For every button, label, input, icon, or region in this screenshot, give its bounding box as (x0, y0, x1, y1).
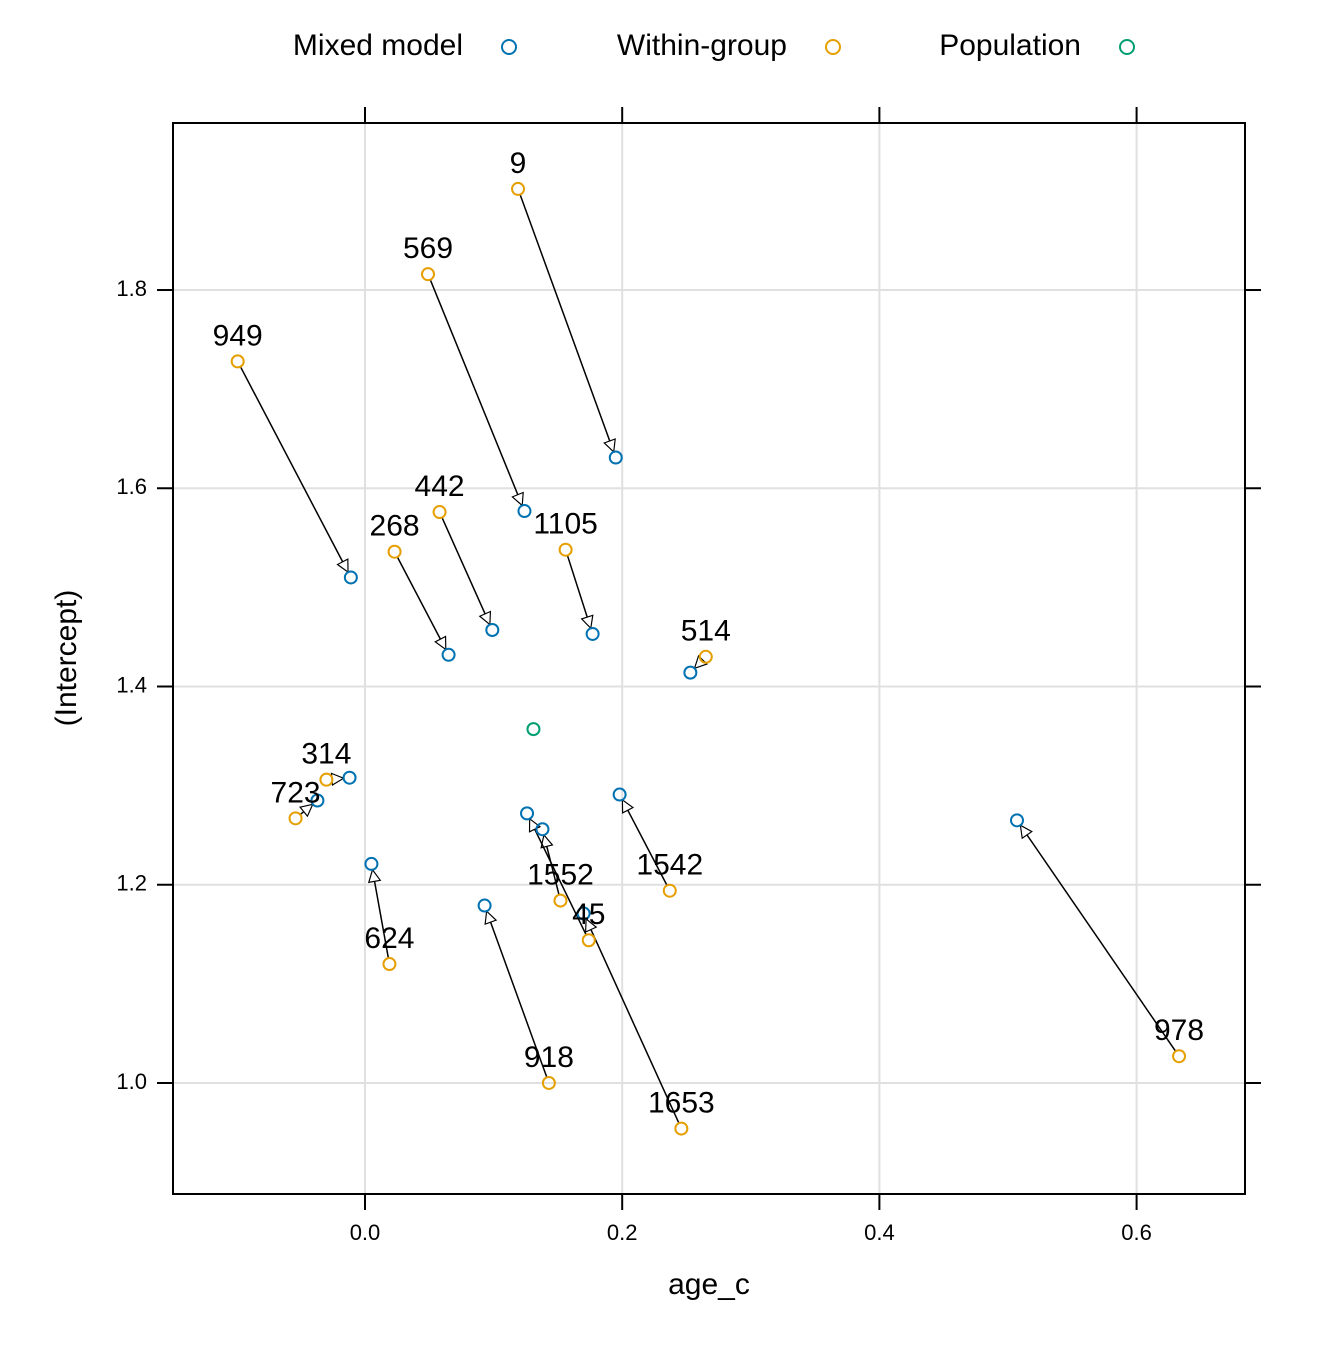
point (511, 181, 526, 196)
point-label: 314 (301, 738, 351, 771)
point (230, 354, 245, 369)
shrinkage-arrow (621, 800, 668, 886)
point-label: 9 (510, 147, 527, 180)
point (485, 623, 500, 638)
point (310, 793, 325, 808)
shrinkage-arrow (566, 555, 590, 628)
point (585, 626, 600, 641)
point (342, 770, 357, 785)
point (558, 542, 573, 557)
x-tick-label: 0.6 (1121, 1220, 1152, 1245)
point-label: 949 (213, 319, 263, 352)
point-label: 514 (681, 615, 731, 648)
legend-label: Population (939, 29, 1081, 62)
shrinkage-arrow (239, 366, 349, 572)
point (608, 450, 623, 465)
legend-marker (825, 39, 841, 55)
shrinkage-arrow (300, 804, 313, 814)
point (441, 647, 456, 662)
point-label: 1552 (527, 859, 594, 892)
point-label: 978 (1154, 1014, 1204, 1047)
shrinkage-arrow (530, 819, 587, 936)
point-label: 1105 (533, 508, 598, 541)
shrinkage-arrow (487, 911, 548, 1078)
point (553, 893, 568, 908)
shrinkage-arrow (396, 556, 447, 649)
x-tick-label: 0.4 (864, 1220, 895, 1245)
shrinkage-arrow (441, 517, 490, 625)
point (662, 883, 677, 898)
point-label: 268 (370, 510, 420, 543)
shrinkage-arrow (695, 661, 702, 668)
shrinkage-arrow (1020, 825, 1177, 1052)
shrinkage-arrow (586, 919, 680, 1124)
point (674, 1121, 689, 1136)
point (541, 1075, 556, 1090)
point-label: 624 (364, 922, 414, 955)
point (387, 544, 402, 559)
point (581, 933, 596, 948)
point-label: 723 (271, 776, 321, 809)
point (683, 665, 698, 680)
point-label: 918 (524, 1041, 574, 1074)
legend-marker (501, 39, 517, 55)
point (526, 722, 541, 737)
x-tick-label: 0.0 (350, 1220, 381, 1245)
point (1172, 1049, 1187, 1064)
point-label: 569 (403, 232, 453, 265)
shrinkage-arrow (332, 778, 343, 779)
point (288, 811, 303, 826)
point (576, 906, 591, 921)
shrinkage-arrow (429, 279, 522, 506)
x-tick-label: 0.2 (607, 1220, 638, 1245)
point-label: 45 (572, 898, 605, 931)
point-label: 1542 (636, 849, 703, 882)
legend-label: Mixed model (293, 29, 463, 62)
point-label: 1653 (648, 1087, 715, 1120)
y-tick-label: 1.2 (116, 871, 147, 896)
shrinkage-arrow (519, 194, 614, 452)
point (1009, 813, 1024, 828)
point (698, 649, 713, 664)
point (477, 898, 492, 913)
point (517, 504, 532, 519)
shrinkage-arrow (372, 870, 390, 959)
legend-label: Within-group (617, 29, 787, 62)
point (319, 772, 334, 787)
point (612, 787, 627, 802)
point (382, 957, 397, 972)
y-tick-label: 1.0 (116, 1069, 147, 1094)
x-axis-label: age_c (668, 1268, 750, 1301)
point (520, 806, 535, 821)
y-tick-label: 1.4 (116, 672, 147, 697)
point (421, 267, 436, 282)
y-axis-label: (Intercept) (50, 590, 83, 727)
legend-marker (1119, 39, 1135, 55)
point (343, 570, 358, 585)
point-label: 442 (415, 470, 465, 503)
point (535, 822, 550, 837)
y-tick-label: 1.6 (116, 474, 147, 499)
plot-frame (172, 122, 1246, 1195)
point (364, 856, 379, 871)
y-tick-label: 1.8 (116, 276, 147, 301)
point (432, 505, 447, 520)
